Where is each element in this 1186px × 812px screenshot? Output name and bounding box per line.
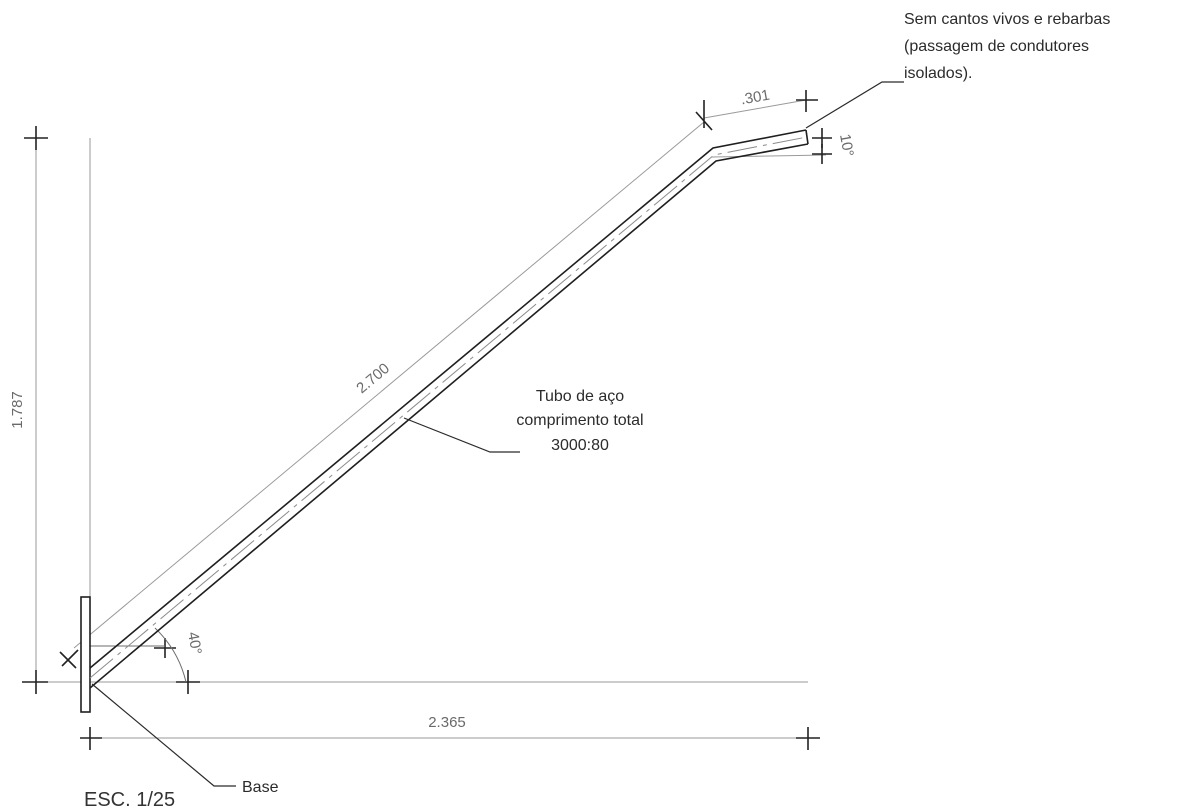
- base-leader: [91, 683, 236, 787]
- base-angle-arc: [154, 627, 187, 683]
- edge-note-line-1: Sem cantos vivos e rebarbas: [904, 11, 1110, 28]
- base-angle-label: 40°: [184, 631, 205, 656]
- base-label: Base: [242, 779, 279, 796]
- tip-angle-reference-line: [711, 154, 827, 158]
- scale-label: ESC. 1/25: [84, 789, 175, 811]
- edge-note-line-3: isolados).: [904, 65, 972, 82]
- tube-length-dimension-label: 2.700: [353, 360, 393, 397]
- tip-angle-label: 10°: [836, 133, 857, 158]
- tube-note-line-1: Tubo de aço: [536, 388, 624, 405]
- height-dimension-label: 1.787: [9, 391, 26, 429]
- tip-length-dimension-line: [703, 99, 807, 119]
- tube-note-line-2: comprimento total: [516, 412, 643, 429]
- tube-note: Tubo de aço comprimento total 3000:80: [516, 388, 643, 454]
- edge-note: Sem cantos vivos e rebarbas (passagem de…: [904, 11, 1110, 82]
- dimension-ticks: [22, 90, 832, 750]
- edge-note-line-2: (passagem de condutores: [904, 38, 1089, 55]
- base-plate: [80, 596, 91, 713]
- tube-note-leader: [403, 417, 520, 453]
- tube-length-dimension-line: [73, 121, 705, 649]
- tip-length-dimension-label: .301: [739, 87, 771, 109]
- edge-note-leader: [805, 81, 904, 129]
- tube-note-line-3: 3000:80: [551, 437, 609, 454]
- horizontal-dimension-label: 2.365: [428, 714, 466, 731]
- steel-tube: [89, 129, 809, 689]
